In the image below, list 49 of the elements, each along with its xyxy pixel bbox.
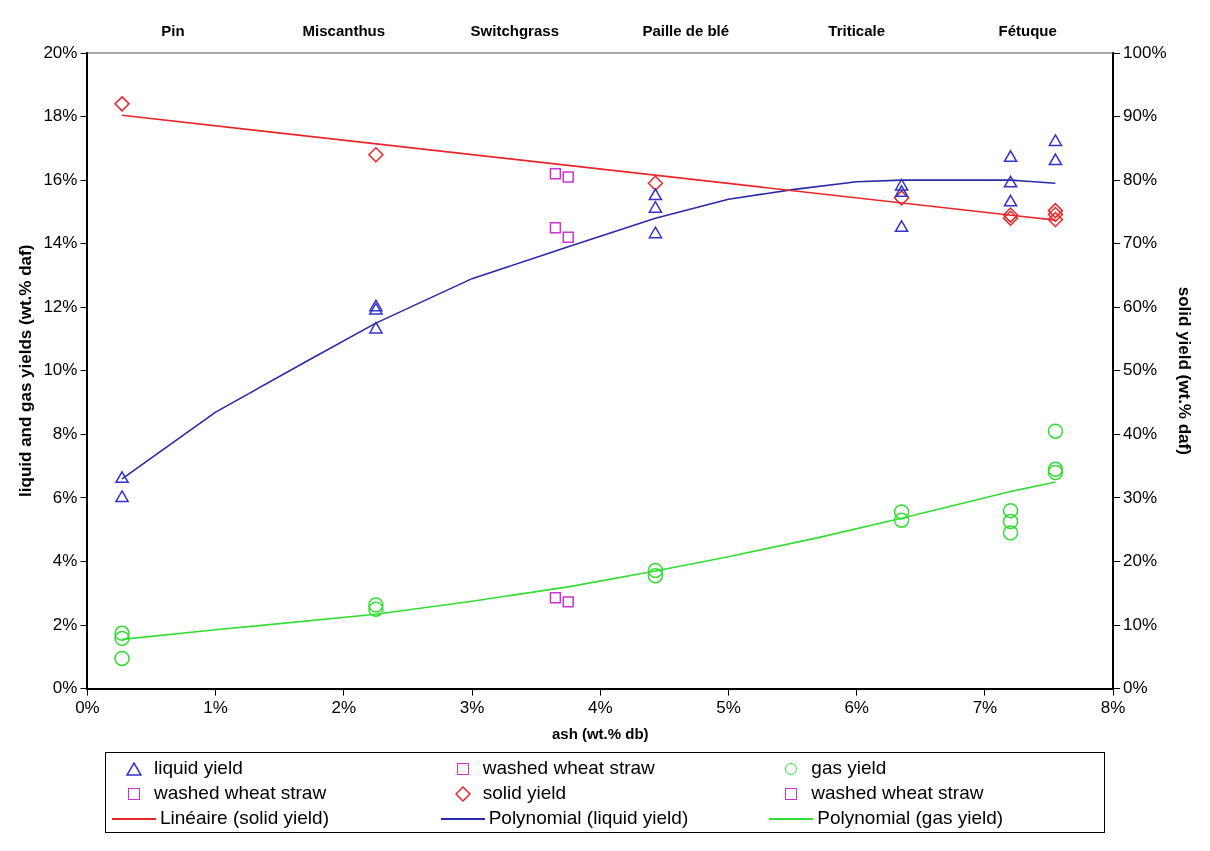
y2-tick-label: 10%: [1123, 614, 1158, 634]
y2-tick-label: 100%: [1123, 42, 1167, 62]
text: Miscanthus: [302, 21, 386, 39]
legend-label: washed wheat straw: [811, 782, 984, 803]
legend-label: liquid yield: [154, 757, 243, 778]
y2-tick-label: 30%: [1123, 487, 1158, 507]
x-tick-label: 7%: [972, 698, 998, 718]
legend-label: washed wheat straw: [154, 782, 327, 803]
y2-tick-label: 70%: [1123, 233, 1158, 253]
y2-tick-label: 90%: [1123, 106, 1158, 126]
y-tick-label: 6%: [52, 487, 78, 507]
y-tick-label: 2%: [52, 614, 78, 634]
legend-label: Polynomial (gas yield): [817, 807, 1004, 828]
x-tick-label: 2%: [331, 698, 357, 718]
y-axis-title: liquid and gas yields (wt.% daf): [15, 244, 35, 497]
y-tick-label: 12%: [43, 296, 78, 316]
y-tick-label: 8%: [52, 424, 78, 444]
x-tick-label: 3%: [459, 698, 485, 718]
y-tick-label: 10%: [43, 360, 78, 380]
y-tick-label: 20%: [43, 42, 78, 62]
x-tick-label: 1%: [203, 698, 228, 718]
y-tick-label: 4%: [52, 551, 78, 571]
y2-tick-label: 80%: [1123, 169, 1158, 189]
text: Fétuque: [998, 21, 1057, 39]
y2-tick-label: 20%: [1123, 551, 1158, 571]
y2-tick-label: 60%: [1123, 296, 1158, 316]
text: Switchgrass: [470, 21, 559, 39]
legend-label: gas yield: [811, 757, 887, 778]
y2-tick-label: 0%: [1123, 678, 1148, 698]
x-tick-label: 5%: [716, 698, 741, 718]
y-tick-label: 18%: [43, 106, 78, 126]
legend-label: Polynomial (liquid yield): [488, 807, 689, 828]
legend-label: washed wheat straw: [482, 757, 655, 778]
legend-label: Linéaire (solid yield): [160, 807, 329, 828]
x-tick-label: 6%: [844, 698, 869, 718]
x-tick-label: 8%: [1100, 698, 1126, 718]
x-axis-title: ash (wt.% db): [551, 725, 649, 743]
legend-label: solid yield: [482, 782, 567, 803]
y-tick-label: 14%: [43, 233, 78, 253]
y2-tick-label: 40%: [1123, 424, 1158, 444]
x-tick-label: 0%: [75, 698, 100, 718]
text: Triticale: [828, 21, 886, 39]
y2-tick-label: 50%: [1123, 360, 1158, 380]
y-tick-label: 16%: [43, 169, 78, 189]
text: Pin: [161, 21, 185, 39]
y-tick-label: 0%: [52, 678, 78, 698]
x-tick-label: 4%: [587, 698, 613, 718]
text: Paille de blé: [642, 21, 730, 39]
y2-axis-title: solid yield (wt.% daf): [1175, 286, 1195, 455]
